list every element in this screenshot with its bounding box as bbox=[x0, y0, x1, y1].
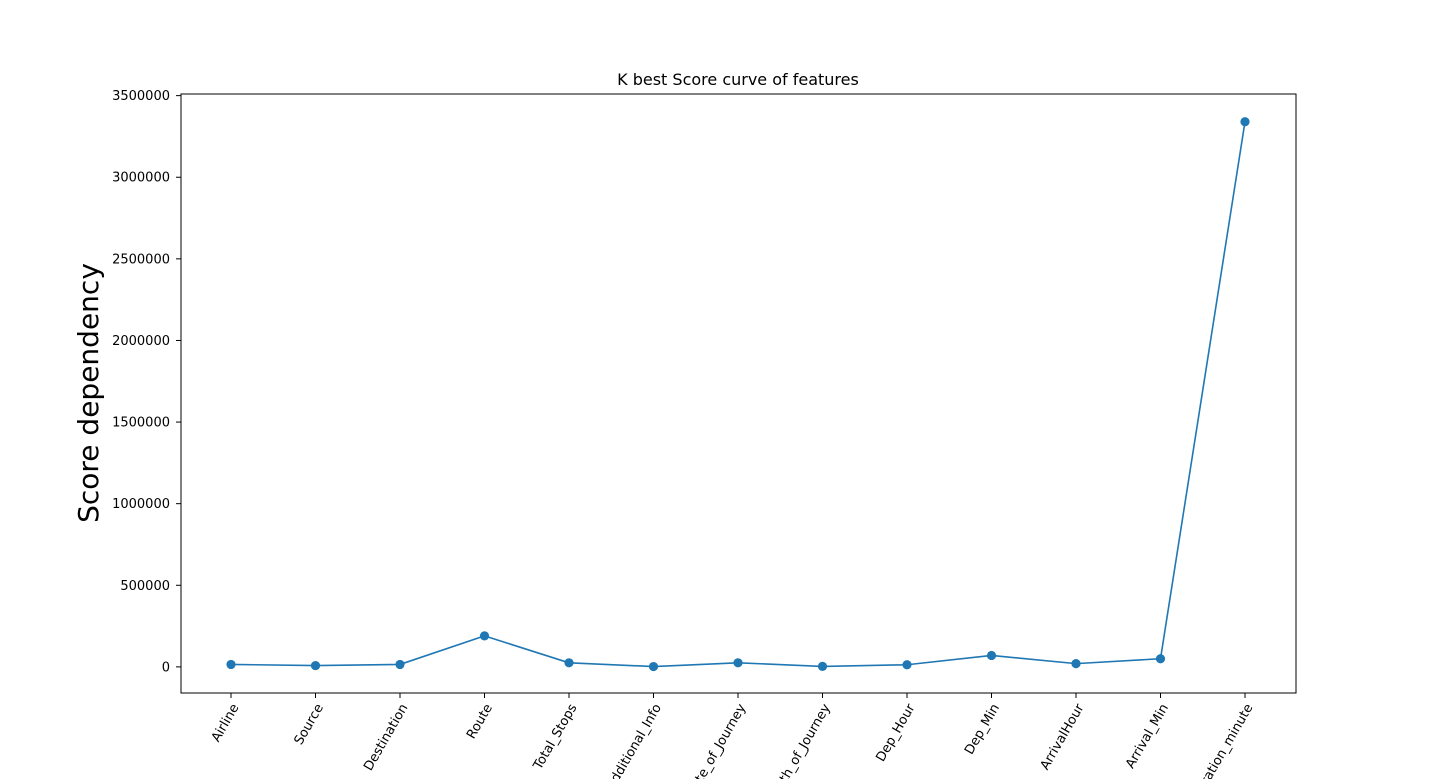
data-point bbox=[310, 660, 321, 671]
x-axis-ticks: Airline Source Destination Route Total_Stops… bbox=[209, 693, 1256, 779]
x-tick-label: Arrival_Min bbox=[1123, 702, 1172, 772]
x-tick-label: Route bbox=[464, 702, 496, 742]
data-point bbox=[902, 660, 912, 670]
data-point bbox=[1155, 654, 1166, 664]
series-line bbox=[230, 121, 1246, 668]
plot-frame bbox=[180, 93, 1297, 694]
x-tick-label: Dep_Min bbox=[962, 702, 1003, 758]
y-axis-ticks: 0 500000 1000000 1500000 2000000 2500000 30000… bbox=[112, 89, 181, 675]
y-tick-label: 3000000 bbox=[112, 171, 170, 186]
y-tick-label: 1000000 bbox=[112, 497, 170, 512]
x-tick-label: Source bbox=[292, 702, 327, 748]
y-tick-label: 0 bbox=[162, 660, 170, 675]
series-group bbox=[226, 117, 1250, 672]
y-tick-label: 500000 bbox=[120, 579, 170, 594]
y-tick-label: 2000000 bbox=[112, 334, 170, 349]
data-point bbox=[479, 631, 490, 641]
data-point bbox=[986, 650, 997, 661]
y-tick-label: 1500000 bbox=[112, 416, 170, 431]
data-point bbox=[395, 659, 405, 670]
data-point bbox=[564, 658, 574, 668]
data-point bbox=[1071, 659, 1081, 669]
x-tick-label: Month_of_Journey bbox=[763, 701, 834, 779]
y-tick-label: 2500000 bbox=[112, 252, 170, 267]
x-tick-label: Additional_Info bbox=[604, 701, 665, 779]
y-tick-label: 3500000 bbox=[112, 89, 170, 104]
x-tick-label: Destination bbox=[361, 702, 411, 774]
data-point bbox=[733, 658, 743, 668]
data-point bbox=[648, 661, 659, 672]
x-tick-label: Date_of_Journey bbox=[684, 701, 750, 779]
x-tick-label: Duration_minute bbox=[1189, 701, 1256, 779]
y-axis-label: Score dependency bbox=[72, 263, 105, 523]
x-tick-label: Airline bbox=[209, 702, 243, 745]
chart-title: K best Score curve of features bbox=[617, 70, 859, 89]
x-tick-label: Total_Stops bbox=[530, 701, 580, 773]
data-point bbox=[1240, 117, 1250, 127]
data-point bbox=[226, 659, 236, 670]
data-point bbox=[817, 661, 828, 671]
x-tick-label: Dep_Hour bbox=[873, 701, 918, 765]
x-tick-label: ArrivalHour bbox=[1038, 701, 1088, 773]
